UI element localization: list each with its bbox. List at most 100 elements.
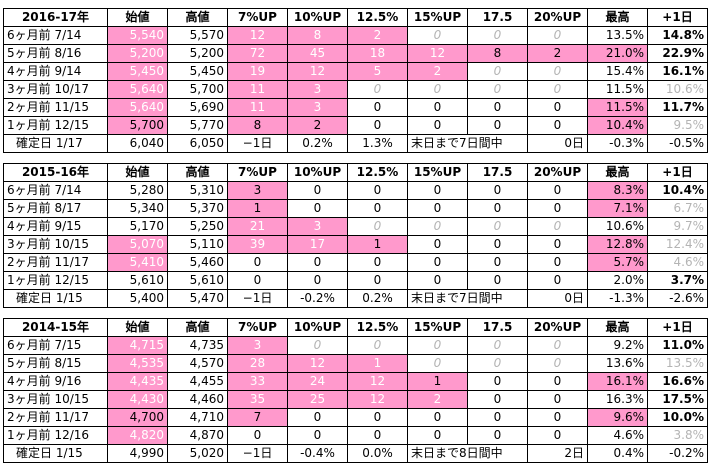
cell[interactable]: 3 bbox=[227, 336, 288, 355]
cell[interactable]: 0 bbox=[527, 354, 588, 373]
cell[interactable]: 15.4% bbox=[587, 62, 648, 81]
cell[interactable]: 13.5% bbox=[647, 354, 708, 373]
cell[interactable]: 14.8% bbox=[647, 26, 708, 45]
cell[interactable]: 1 bbox=[347, 235, 408, 254]
cell[interactable]: 5.7% bbox=[587, 253, 648, 272]
column-header[interactable]: 最高 bbox=[587, 318, 648, 337]
cell[interactable]: 0 bbox=[287, 426, 348, 445]
cell[interactable]: 11.0% bbox=[647, 336, 708, 355]
cell[interactable]: 5,450 bbox=[167, 62, 228, 81]
cell[interactable]: 4,700 bbox=[107, 408, 168, 427]
cell[interactable]: 0 bbox=[407, 199, 468, 218]
column-header[interactable]: 高値 bbox=[167, 318, 228, 337]
cell[interactable]: 0 bbox=[347, 408, 408, 427]
cell[interactable]: 0 bbox=[527, 372, 588, 391]
column-header[interactable]: +1日 bbox=[647, 318, 708, 337]
cell[interactable]: 22.9% bbox=[647, 44, 708, 63]
cell[interactable]: 9.2% bbox=[587, 336, 648, 355]
cell[interactable]: 11.5% bbox=[587, 80, 648, 99]
cell[interactable]: 0 bbox=[527, 426, 588, 445]
row-label[interactable]: 4ヶ月前 9/14 bbox=[3, 62, 108, 81]
cell[interactable]: 0 bbox=[407, 217, 468, 236]
cell[interactable]: 16.1% bbox=[587, 372, 648, 391]
cell[interactable]: 0 bbox=[407, 116, 468, 135]
row-label[interactable]: 6ヶ月前 7/14 bbox=[3, 181, 108, 200]
cell[interactable]: 7 bbox=[227, 408, 288, 427]
row-label[interactable]: 1ヶ月前 12/15 bbox=[3, 271, 108, 290]
cell[interactable]: 12.8% bbox=[587, 235, 648, 254]
cell[interactable]: 12 bbox=[347, 372, 408, 391]
row-label[interactable]: 3ヶ月前 10/15 bbox=[3, 235, 108, 254]
cell[interactable]: 0 bbox=[527, 80, 588, 99]
cell[interactable]: 13.6% bbox=[587, 354, 648, 373]
cell[interactable]: 5,340 bbox=[107, 199, 168, 218]
cell[interactable]: 2日 bbox=[527, 444, 588, 463]
cell[interactable]: 5,460 bbox=[167, 253, 228, 272]
cell[interactable]: 0 bbox=[407, 26, 468, 45]
cell[interactable]: 5,470 bbox=[167, 289, 228, 308]
cell[interactable]: 0 bbox=[347, 271, 408, 290]
cell[interactable]: 0 bbox=[467, 116, 528, 135]
cell[interactable]: 0 bbox=[467, 181, 528, 200]
year-label[interactable]: 2015-16年 bbox=[3, 163, 108, 182]
column-header[interactable]: 15%UP bbox=[407, 8, 468, 27]
cell[interactable]: 3.8% bbox=[647, 426, 708, 445]
cell[interactable]: 0.4% bbox=[587, 444, 648, 463]
cell[interactable]: 4.6% bbox=[587, 426, 648, 445]
cell[interactable]: 10.6% bbox=[647, 80, 708, 99]
cell[interactable]: 45 bbox=[287, 44, 348, 63]
cell[interactable]: 0 bbox=[227, 271, 288, 290]
column-header[interactable]: 15%UP bbox=[407, 318, 468, 337]
cell[interactable]: 0 bbox=[527, 98, 588, 117]
column-header[interactable]: 10%UP bbox=[287, 318, 348, 337]
column-header[interactable]: 7%UP bbox=[227, 8, 288, 27]
cell[interactable]: 18 bbox=[347, 44, 408, 63]
cell[interactable]: 0 bbox=[467, 217, 528, 236]
cell[interactable]: 0 bbox=[527, 26, 588, 45]
column-header[interactable]: 高値 bbox=[167, 8, 228, 27]
cell[interactable]: 0 bbox=[527, 408, 588, 427]
cell[interactable]: 0日 bbox=[527, 134, 588, 153]
cell[interactable]: 0 bbox=[347, 98, 408, 117]
column-header[interactable]: 始値 bbox=[107, 318, 168, 337]
cell[interactable]: 4,460 bbox=[167, 390, 228, 409]
cell[interactable]: -0.2% bbox=[647, 444, 708, 463]
year-label[interactable]: 2014-15年 bbox=[3, 318, 108, 337]
cell[interactable]: −1日 bbox=[227, 134, 288, 153]
cell[interactable]: 0 bbox=[527, 217, 588, 236]
cell[interactable]: 12 bbox=[287, 354, 348, 373]
cell[interactable]: 33 bbox=[227, 372, 288, 391]
cell[interactable]: 17.5% bbox=[647, 390, 708, 409]
cell[interactable]: 2 bbox=[287, 116, 348, 135]
cell[interactable]: 0 bbox=[527, 181, 588, 200]
cell[interactable]: 21 bbox=[227, 217, 288, 236]
cell[interactable]: 5,250 bbox=[167, 217, 228, 236]
row-label[interactable]: 1ヶ月前 12/16 bbox=[3, 426, 108, 445]
cell[interactable]: 3.7% bbox=[647, 271, 708, 290]
cell[interactable]: 0 bbox=[467, 354, 528, 373]
cell[interactable]: 0 bbox=[467, 372, 528, 391]
cell[interactable]: 3 bbox=[227, 181, 288, 200]
cell[interactable]: 0 bbox=[467, 80, 528, 99]
cell[interactable]: 5,370 bbox=[167, 199, 228, 218]
cell[interactable]: 11.5% bbox=[587, 98, 648, 117]
row-label[interactable]: 確定日 1/15 bbox=[3, 289, 108, 308]
cell[interactable]: 0 bbox=[347, 336, 408, 355]
cell[interactable]: 0 bbox=[287, 199, 348, 218]
cell[interactable]: 1 bbox=[347, 354, 408, 373]
row-label[interactable]: 2ヶ月前 11/17 bbox=[3, 408, 108, 427]
cell[interactable]: 4,430 bbox=[107, 390, 168, 409]
cell[interactable]: 0 bbox=[347, 217, 408, 236]
cell[interactable]: 5,170 bbox=[107, 217, 168, 236]
cell[interactable]: 17 bbox=[287, 235, 348, 254]
cell[interactable]: 8.3% bbox=[587, 181, 648, 200]
column-header[interactable]: 10%UP bbox=[287, 163, 348, 182]
cell[interactable]: 0 bbox=[407, 235, 468, 254]
cell[interactable]: 72 bbox=[227, 44, 288, 63]
cell[interactable]: 0 bbox=[347, 199, 408, 218]
row-label[interactable]: 2ヶ月前 11/17 bbox=[3, 253, 108, 272]
period-note[interactable]: 末日まで7日間中 bbox=[407, 134, 528, 153]
cell[interactable]: 0 bbox=[527, 390, 588, 409]
cell[interactable]: 0 bbox=[467, 98, 528, 117]
cell[interactable]: −1日 bbox=[227, 444, 288, 463]
